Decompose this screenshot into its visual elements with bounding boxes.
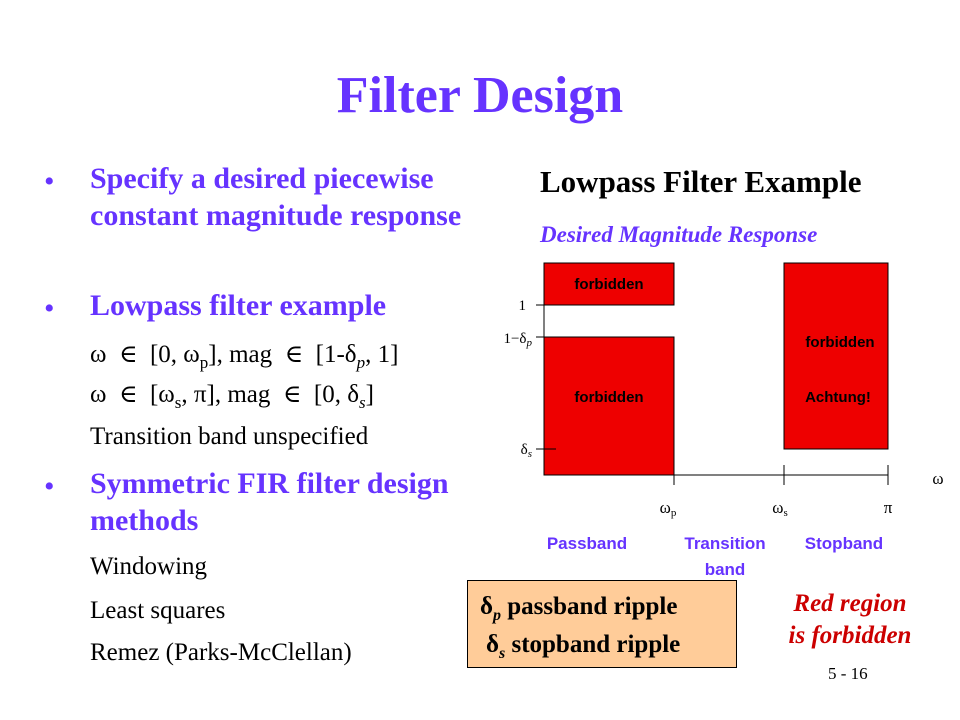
achtung-label: Achtung!	[805, 389, 871, 406]
band-label-transition-line2: band	[705, 560, 746, 579]
diagram-heading: Lowpass Filter Example	[540, 164, 862, 199]
forbidden-note-line1: Red region	[793, 590, 907, 617]
x-tick-label-omega-s: ωs	[772, 498, 787, 519]
band-label-transition: Transition	[684, 534, 765, 553]
bullet-symmetric-fir: Symmetric FIR filter design methods	[90, 467, 449, 537]
legend-stopband-ripple: δs stopband ripple	[486, 631, 681, 662]
bullet-lowpass: Lowpass filter example	[90, 289, 387, 322]
y-tick-label-one-minus-delta-p: 1−δp	[503, 331, 532, 349]
method-windowing: Windowing	[90, 553, 208, 580]
legend-passband-ripple: δp passband ripple	[480, 593, 678, 624]
x-axis-label-omega: ω	[932, 469, 943, 488]
forbidden-region-stopband	[783, 262, 889, 450]
passband-constraint: ω ∈ [0, ωp], mag ∈ [1-δp, 1]	[90, 341, 399, 372]
bullet-marker: •	[44, 165, 55, 198]
diagram-subheading: Desired Magnitude Response	[540, 222, 818, 247]
band-label-stopband: Stopband	[805, 534, 883, 553]
forbidden-label: forbidden	[574, 389, 643, 406]
y-tick-label-delta-s: δs	[521, 442, 532, 460]
forbidden-region-below-passband	[543, 336, 675, 476]
forbidden-note-line2: is forbidden	[788, 622, 912, 649]
page-number: 5 - 16	[828, 664, 868, 683]
x-tick-label-omega-p: ωp	[660, 498, 677, 519]
method-least-squares: Least squares	[90, 597, 226, 624]
forbidden-label: forbidden	[805, 334, 874, 351]
forbidden-region-above-passband	[543, 262, 675, 306]
x-tick-label-pi: π	[884, 498, 893, 517]
bullet-marker: •	[44, 292, 55, 325]
forbidden-note: Red region is forbidden	[760, 588, 940, 652]
stopband-constraint: ω ∈ [ωs, π], mag ∈ [0, δs]	[90, 381, 374, 412]
slide-title: Filter Design	[336, 67, 624, 124]
transition-note: Transition band unspecified	[90, 423, 369, 450]
bullet-specify: Specify a desired piecewise constant mag…	[90, 162, 462, 232]
band-label-passband: Passband	[547, 534, 627, 553]
method-remez: Remez (Parks-McClellan)	[90, 639, 352, 666]
forbidden-label: forbidden	[574, 276, 643, 293]
magnitude-response-diagram: forbidden forbidden forbidden Achtung! 1…	[503, 262, 944, 579]
ripple-legend: δp passband ripple δs stopband ripple	[467, 580, 737, 668]
bullet-marker: •	[44, 470, 55, 503]
y-tick-label-one: 1	[519, 298, 527, 314]
